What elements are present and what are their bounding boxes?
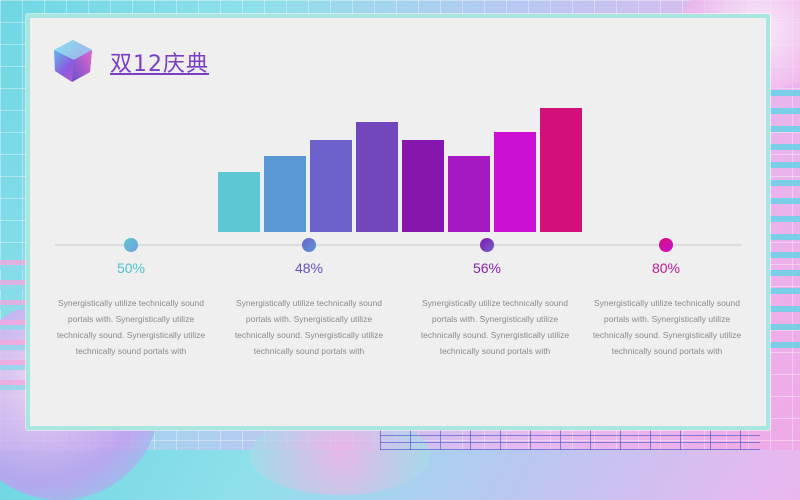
chart-bar-7 [494,132,536,232]
chart-bar-4 [356,122,398,232]
chart-bar-3 [310,140,352,232]
stat-description-4: Synergistically utilize technically soun… [592,298,742,356]
timeline-dot-2 [302,238,316,252]
chart-bar-2 [264,156,306,232]
stat-value-3: 56% [472,260,502,276]
chart-bar-8 [540,108,582,232]
timeline-dot-3 [480,238,494,252]
stat-description-1: Synergistically utilize technically soun… [56,298,206,356]
stat-description-3: Synergistically utilize technically soun… [420,298,570,356]
stat-value-1: 50% [116,260,146,276]
stat-description-2: Synergistically utilize technically soun… [234,298,384,356]
bar-chart [55,108,742,252]
timeline-dot-1 [124,238,138,252]
cube-logo-icon [54,40,92,82]
chart-bar-1 [218,172,260,232]
chart-bar-6 [448,156,490,232]
background-floor-grid [380,428,760,450]
chart-bar-5 [402,140,444,232]
stat-value-2: 48% [294,260,324,276]
slide-title: 双12庆典 [110,52,209,77]
stat-value-4: 80% [651,260,681,276]
background-wave [0,260,30,400]
timeline-dot-4 [659,238,673,252]
